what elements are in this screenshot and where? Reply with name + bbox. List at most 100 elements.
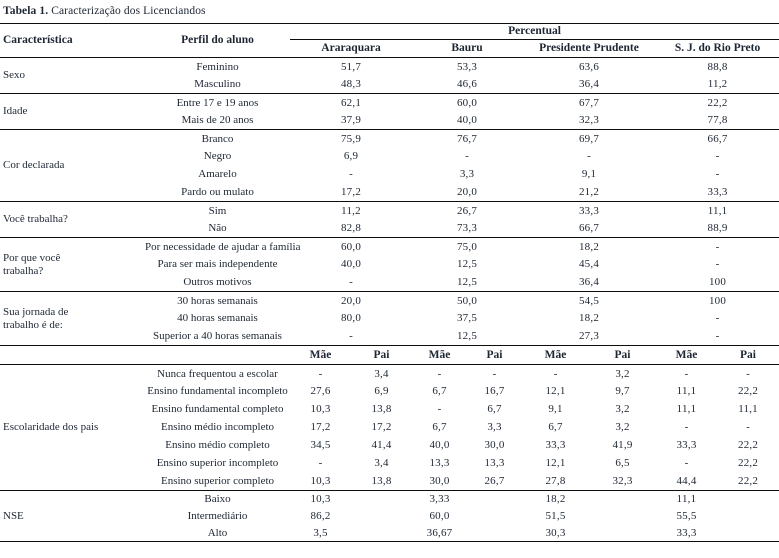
- value-cell: 27,8: [545, 475, 566, 488]
- row-label: Outros motivos: [183, 276, 252, 289]
- value-cell: 37,5: [456, 312, 478, 325]
- value-cell: 33,3: [522, 201, 656, 220]
- value-cell: 10,3: [310, 403, 331, 416]
- value-cell-empty: [717, 508, 779, 525]
- value-cell-empty: [589, 525, 656, 542]
- header-row-top: Característica Perfil do aluno Percentua…: [0, 23, 779, 58]
- value-cell: 32,3: [612, 475, 633, 488]
- value-cell: 88,8: [656, 57, 779, 76]
- value-cell: 36,4: [578, 276, 600, 289]
- row-label: Branco: [145, 129, 290, 148]
- row-label: Masculino: [194, 78, 241, 91]
- row-label: Não: [208, 222, 227, 235]
- row-label: Baixo: [145, 490, 290, 508]
- value-cell: 26,7: [412, 201, 522, 220]
- column-header-araraquara: Araraquara: [290, 39, 412, 58]
- value-cell: 62,1: [290, 93, 412, 112]
- value-cell: 17,2: [340, 186, 362, 199]
- value-cell: 63,6: [522, 57, 656, 76]
- value-cell-empty: [467, 508, 522, 525]
- column-header-mae: Mãe: [522, 345, 589, 365]
- value-cell: 33,3: [707, 186, 728, 199]
- value-cell: 36,67: [426, 526, 453, 539]
- table-row: Não 82,8 73,3 66,7 88,9: [0, 220, 779, 238]
- table-row: Superior a 40 horas semanais - 12,5 27,3 -: [0, 328, 779, 346]
- value-cell: -: [715, 330, 720, 343]
- section-label: Sexo: [0, 57, 145, 94]
- value-cell: 40,0: [456, 114, 478, 127]
- value-cell: 34,5: [310, 439, 331, 452]
- table-row: Ensino superior incompleto - 3,4 13,3 13,3 12…: [0, 455, 779, 473]
- value-cell-empty: [589, 508, 656, 525]
- value-cell: -: [715, 168, 720, 181]
- value-cell: 32,3: [578, 114, 600, 127]
- value-cell: 3,3: [487, 421, 502, 434]
- value-cell: 76,7: [412, 129, 522, 148]
- value-cell: 11,1: [676, 385, 697, 398]
- value-cell: 33,3: [545, 439, 566, 452]
- table-row: Cor declarada Branco 75,9 76,7 69,7 66,7: [0, 129, 779, 202]
- value-cell: 22,2: [738, 439, 759, 452]
- value-cell: 48,3: [340, 78, 362, 91]
- value-cell-empty: [467, 490, 522, 508]
- value-cell: -: [684, 457, 689, 470]
- value-cell: -: [349, 168, 353, 181]
- table-row: Ensino médio incompleto 17,2 17,2 6,7 3,3 6,7…: [0, 419, 779, 437]
- value-cell: 6,9: [343, 150, 359, 163]
- section-label: Você trabalha?: [0, 201, 145, 238]
- value-cell: 40,0: [429, 439, 450, 452]
- value-cell: 9,1: [548, 403, 563, 416]
- row-label: Entre 17 e 19 anos: [145, 93, 290, 112]
- value-cell-empty: [467, 525, 522, 542]
- value-cell: 16,7: [484, 385, 505, 398]
- row-label: Por necessidade de ajudar a família: [145, 237, 300, 256]
- table-row: Escolaridade dos pais Nunca frequentou a …: [0, 364, 779, 491]
- value-cell: 88,9: [707, 222, 728, 235]
- value-cell: 66,7: [656, 129, 779, 148]
- value-cell: 3,2: [615, 403, 630, 416]
- value-cell: 54,5: [522, 291, 656, 310]
- value-cell: 11,1: [676, 403, 697, 416]
- table-row: Você trabalha? Sim 11,2 26,7 33,3 11,1: [0, 201, 779, 238]
- value-cell: 6,9: [374, 385, 389, 398]
- column-header-percentual: Percentual: [290, 23, 779, 40]
- value-cell: -: [684, 421, 689, 434]
- value-cell: 20,0: [456, 186, 478, 199]
- table-row: Idade Entre 17 e 19 anos 62,1 60,0 67,7 22,2: [0, 93, 779, 130]
- table-row: Amarelo - 3,3 9,1 -: [0, 166, 779, 184]
- value-cell: 100: [656, 291, 779, 310]
- value-cell: 22,2: [738, 457, 759, 470]
- column-header-pai: Pai: [589, 345, 656, 365]
- value-cell: 82,8: [340, 222, 362, 235]
- value-cell: -: [465, 150, 469, 163]
- section-label: Cor declarada: [0, 129, 145, 202]
- value-cell: 26,7: [484, 475, 505, 488]
- value-cell: 22,2: [738, 475, 759, 488]
- table-row: NSE Baixo 10,3 3,33 18,2 11,1: [0, 490, 779, 542]
- row-label: Alto: [207, 526, 228, 539]
- value-cell: 12,1: [545, 457, 566, 470]
- value-cell: 9,1: [581, 168, 597, 181]
- characterization-table: Característica Perfil do aluno Percentua…: [0, 23, 779, 542]
- value-cell: 6,5: [615, 457, 630, 470]
- value-cell: 67,7: [522, 93, 656, 112]
- value-cell: 6,7: [548, 421, 563, 434]
- value-cell: -: [467, 364, 522, 383]
- value-cell: -: [349, 276, 353, 289]
- value-cell: 30,0: [484, 439, 505, 452]
- value-cell: 6,7: [432, 385, 447, 398]
- table-row: Alto 3,5 36,67 30,3 33,3: [0, 525, 779, 542]
- value-cell: -: [587, 150, 591, 163]
- value-cell: 17,2: [371, 421, 392, 434]
- value-cell: 12,5: [456, 258, 478, 271]
- value-cell: 22,2: [656, 93, 779, 112]
- value-cell: -: [437, 403, 442, 416]
- value-cell: 80,0: [340, 312, 362, 325]
- table-row: Ensino fundamental completo 10,3 13,8 - 6,7 9…: [0, 401, 779, 419]
- table-row: Ensino fundamental incompleto 27,6 6,9 6,7 1…: [0, 383, 779, 401]
- value-cell: 69,7: [522, 129, 656, 148]
- row-label: Ensino médio completo: [165, 439, 270, 452]
- value-cell: -: [656, 364, 717, 383]
- table-row: Masculino 48,3 46,6 36,4 11,2: [0, 76, 779, 94]
- value-cell: 17,2: [310, 421, 331, 434]
